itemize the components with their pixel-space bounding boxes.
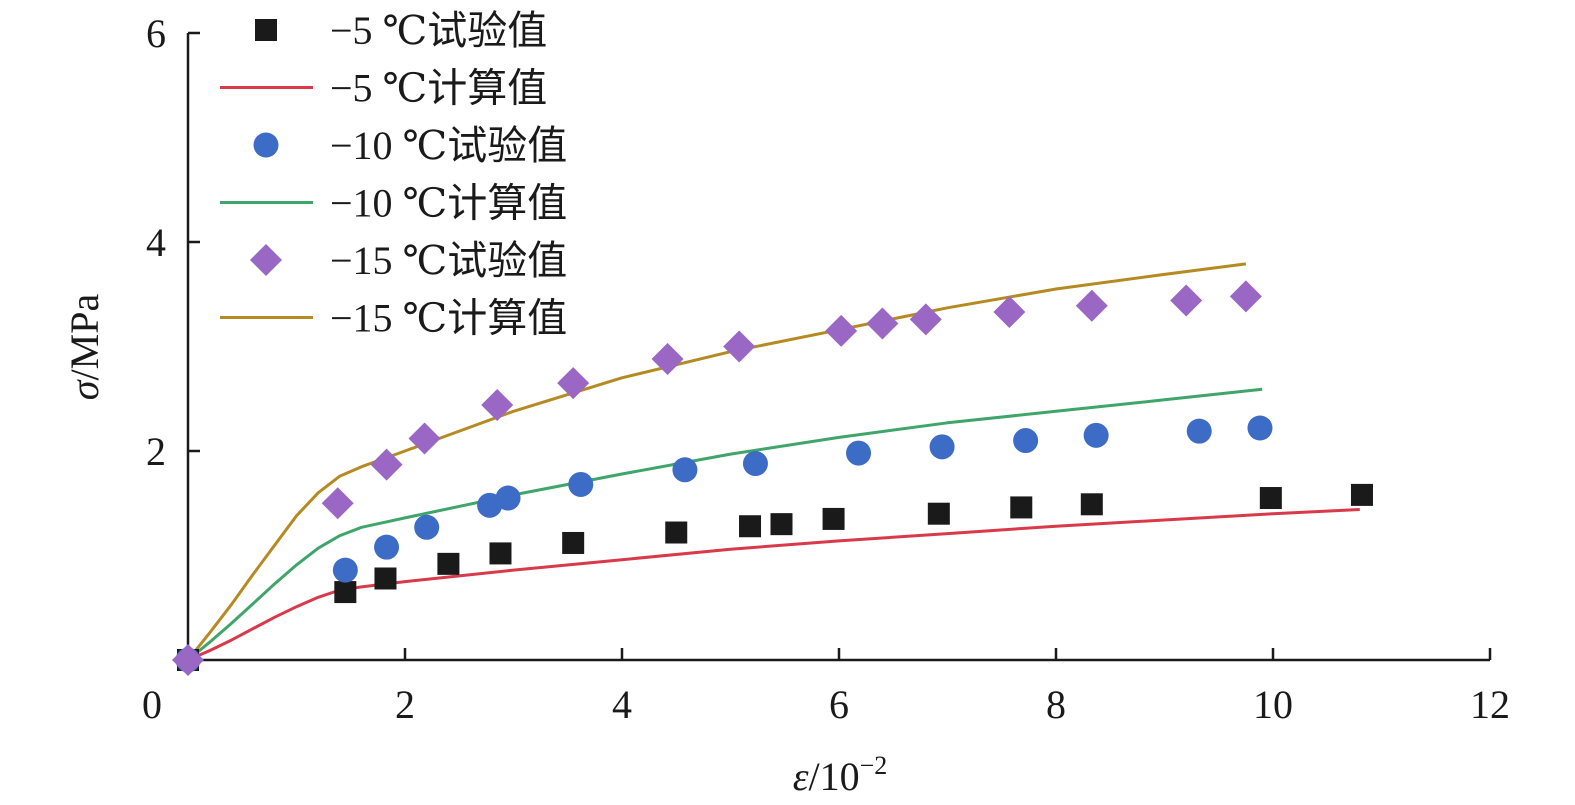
data-point-diamond xyxy=(993,296,1026,329)
x-tick-label: 0 xyxy=(142,682,162,727)
legend-label: −5 ℃试验值 xyxy=(330,8,547,53)
data-point-square xyxy=(437,552,460,575)
y-tick-label: 2 xyxy=(146,429,166,474)
data-point-circle xyxy=(1186,418,1212,444)
data-point-square xyxy=(489,542,512,565)
axes: 0 2 4 6 8 10 12 2 4 6 xyxy=(142,11,1510,727)
data-point-square xyxy=(1080,493,1103,516)
series-points-0 xyxy=(177,483,1373,671)
y-axis-title-symbol: σ xyxy=(62,379,107,400)
y-tick-label: 6 xyxy=(146,11,166,56)
legend-swatch-diamond xyxy=(250,244,282,276)
legend-label: −5 ℃计算值 xyxy=(330,66,547,111)
data-point-diamond xyxy=(825,314,858,347)
legend-entry-4: −15 ℃试验值 xyxy=(250,238,567,283)
x-tick-label: 10 xyxy=(1253,682,1293,727)
x-tick-label: 8 xyxy=(1046,682,1066,727)
legend-label: −10 ℃试验值 xyxy=(330,123,567,168)
series-points-4 xyxy=(172,280,1262,676)
data-point-diamond xyxy=(1170,284,1203,317)
legend-swatch-circle xyxy=(253,132,279,158)
data-point-square xyxy=(374,567,397,590)
legend-label: −15 ℃计算值 xyxy=(330,296,567,341)
legend-label: −10 ℃计算值 xyxy=(330,181,567,226)
data-point-diamond xyxy=(370,448,403,481)
x-ticks: 0 2 4 6 8 10 12 xyxy=(142,648,1510,727)
data-point-circle xyxy=(929,434,955,460)
data-point-diamond xyxy=(321,487,354,520)
data-point-diamond xyxy=(1075,289,1108,322)
data-point-square xyxy=(1010,496,1033,519)
data-point-square xyxy=(770,513,793,536)
data-point-circle xyxy=(495,485,521,511)
data-point-square xyxy=(665,521,688,544)
x-tick-label: 6 xyxy=(829,682,849,727)
data-point-circle xyxy=(568,471,594,497)
data-point-circle xyxy=(846,440,872,466)
data-point-square xyxy=(334,581,357,604)
data-point-circle xyxy=(332,557,358,583)
y-ticks: 2 4 6 xyxy=(146,11,200,474)
legend-label: −15 ℃试验值 xyxy=(330,238,567,283)
plot-area: 0 2 4 6 8 10 12 2 4 6 xyxy=(142,11,1510,727)
data-point-circle xyxy=(672,457,698,483)
legend-entry-5: −15 ℃计算值 xyxy=(220,296,567,341)
x-axis-title-exponent: −2 xyxy=(860,751,888,780)
data-point-diamond xyxy=(481,389,514,422)
legend: −5 ℃试验值 −5 ℃计算值 −10 ℃试验值 −10 ℃计算值 −15 ℃试验值 −1… xyxy=(220,8,567,341)
data-point-square xyxy=(927,502,950,525)
x-tick-label: 4 xyxy=(612,682,632,727)
data-point-diamond xyxy=(557,367,590,400)
x-axis-title-unit: /10 xyxy=(808,754,859,799)
x-axis-title-symbol: ε xyxy=(793,754,809,799)
data-point-diamond xyxy=(408,422,441,455)
data-point-circle xyxy=(374,534,400,560)
legend-entry-3: −10 ℃计算值 xyxy=(220,181,567,226)
series-line-1 xyxy=(187,508,1360,662)
data-point-circle xyxy=(742,451,768,477)
x-axis-title: ε/10−2 xyxy=(793,751,888,799)
legend-entry-0: −5 ℃试验值 xyxy=(255,8,547,53)
data-point-square xyxy=(1259,487,1282,510)
data-point-square xyxy=(822,507,845,530)
series-line-3 xyxy=(187,387,1263,662)
series-points xyxy=(172,280,1373,676)
data-point-circle xyxy=(1013,428,1039,454)
data-point-square xyxy=(562,531,585,554)
data-point-diamond xyxy=(651,343,684,376)
data-point-square xyxy=(739,515,762,538)
data-point-square xyxy=(1350,483,1373,506)
data-point-diamond xyxy=(909,303,942,336)
data-point-circle xyxy=(414,514,440,540)
x-tick-label: 12 xyxy=(1470,682,1510,727)
legend-swatch-square xyxy=(255,19,277,41)
y-tick-label: 4 xyxy=(146,220,166,265)
series-points-2 xyxy=(175,415,1273,673)
data-point-diamond xyxy=(172,644,204,676)
x-tick-label: 2 xyxy=(395,682,415,727)
data-point-diamond xyxy=(723,330,756,363)
legend-entry-2: −10 ℃试验值 xyxy=(253,123,567,168)
legend-entry-1: −5 ℃计算值 xyxy=(220,66,547,111)
data-point-diamond xyxy=(866,307,899,340)
y-axis-title-unit: /MPa xyxy=(62,294,107,381)
y-axis-title: σ/MPa xyxy=(62,294,107,401)
data-point-diamond xyxy=(1229,280,1262,313)
data-point-circle xyxy=(1247,415,1273,441)
data-point-circle xyxy=(1083,422,1109,448)
